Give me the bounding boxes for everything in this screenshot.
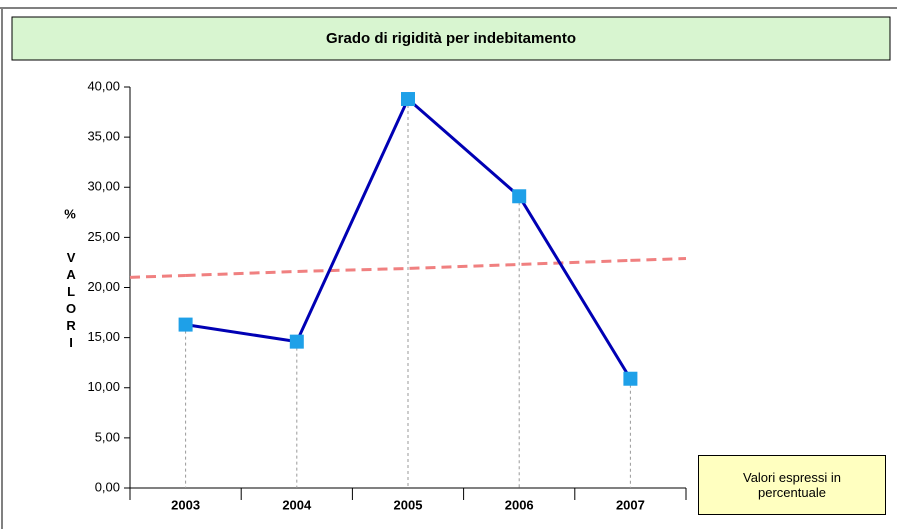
- trendline: [185, 258, 631, 277]
- marker: [401, 92, 415, 107]
- chart-title: Grado di rigidità per indebitamento: [326, 30, 576, 47]
- trendline-extension: [630, 257, 687, 262]
- y-tick-label: 5,00: [95, 429, 120, 444]
- title-box: [11, 16, 891, 61]
- trendline-extension: [129, 273, 186, 279]
- y-tick-label: 10,00: [87, 379, 120, 394]
- x-tick-label: 2004: [282, 497, 312, 512]
- y-axis-unit: %: [64, 206, 76, 221]
- note-box: Valori espressi in percentuale: [698, 455, 886, 515]
- y-tick-label: 40,00: [87, 78, 120, 93]
- marker: [178, 317, 193, 332]
- y-tick-label: 0,00: [95, 479, 120, 494]
- marker: [623, 371, 638, 386]
- marker: [512, 189, 527, 204]
- marker: [289, 334, 304, 349]
- x-tick-label: 2003: [171, 497, 200, 512]
- x-tick-label: 2005: [394, 497, 423, 512]
- y-tick-label: 35,00: [87, 129, 120, 144]
- x-tick-label: 2006: [505, 497, 534, 512]
- x-tick-label: 2007: [616, 497, 645, 512]
- y-tick-label: 25,00: [87, 229, 120, 244]
- y-tick-label: 30,00: [87, 179, 120, 194]
- y-tick-label: 20,00: [87, 279, 120, 294]
- y-axis-label: VALORI: [64, 250, 79, 352]
- y-tick-label: 15,00: [87, 329, 120, 344]
